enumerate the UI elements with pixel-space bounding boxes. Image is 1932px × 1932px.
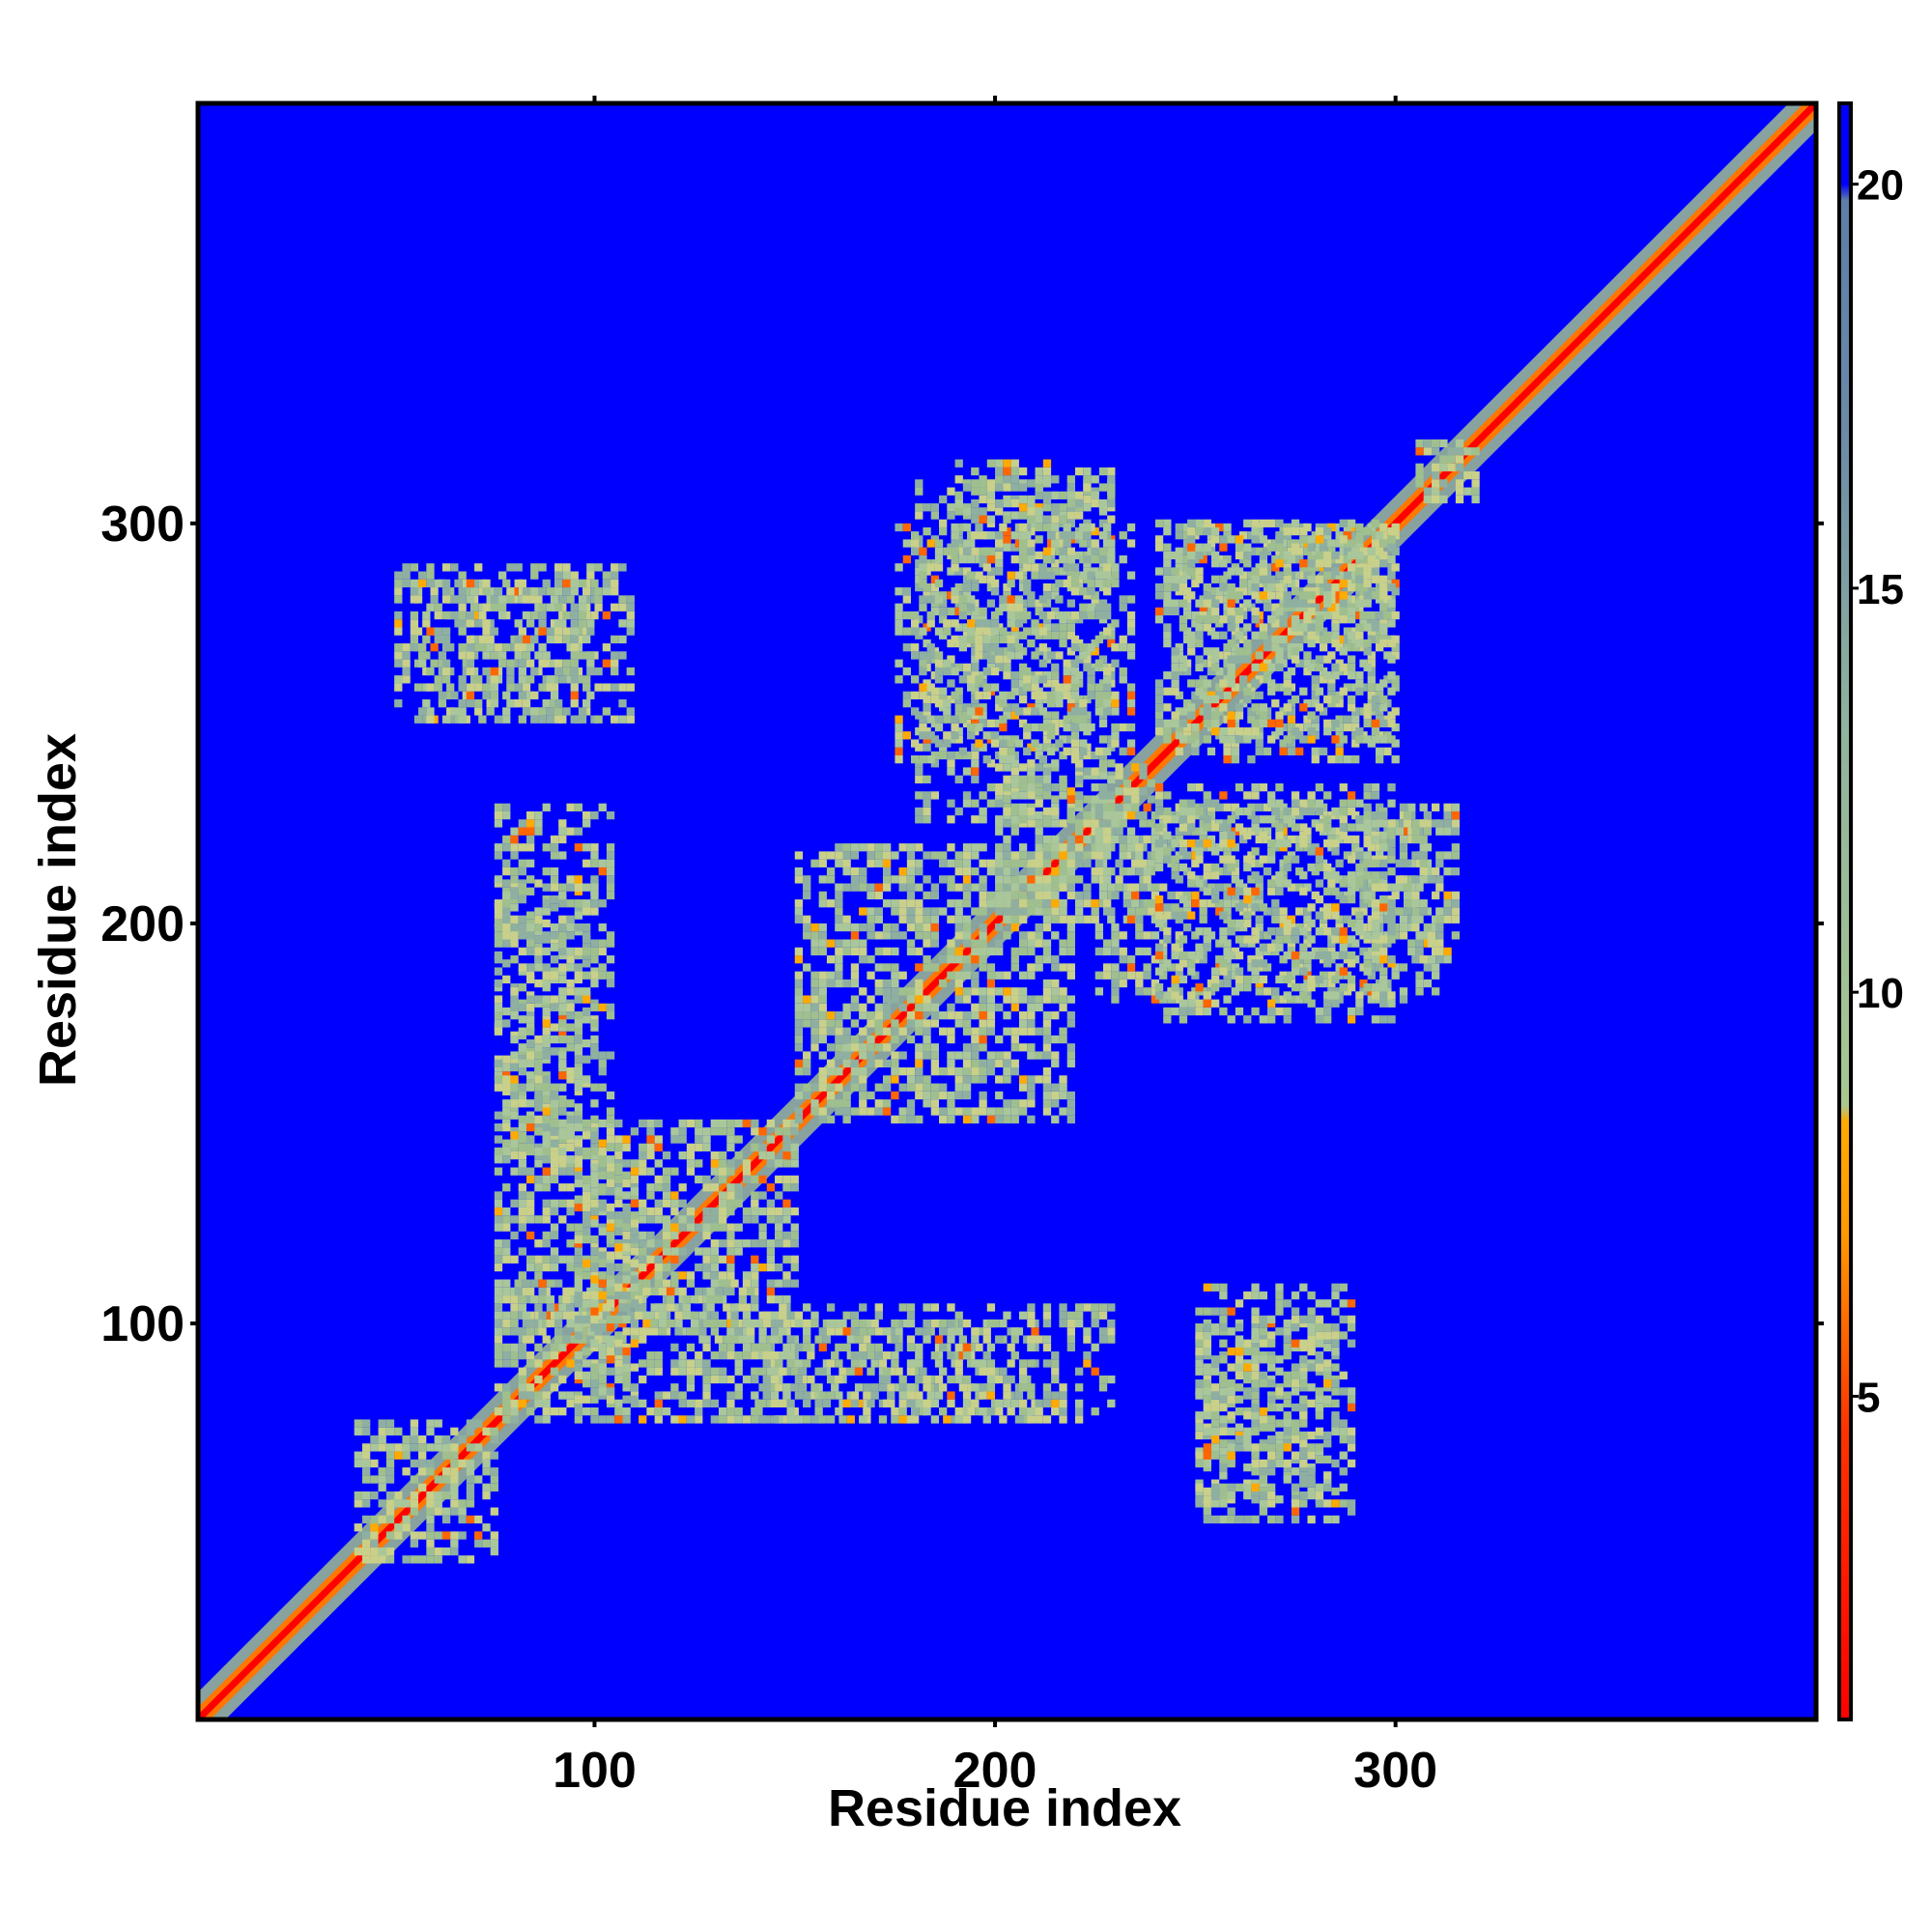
contact-region-15 [1154,519,1400,764]
contact-region-6 [1415,439,1480,504]
contact-region-1 [354,1419,498,1564]
colorbar-ticks: 5 10 15 20 [1851,162,1904,1421]
x-tick-label: 300 [1353,1743,1437,1799]
contact-map-cells [198,103,1816,1719]
y-axis-ticks: 100 200 300 [100,497,1824,1352]
colorbar [1837,101,1853,1721]
plot-frame [195,100,1819,1722]
y-tick-label: 200 [100,896,185,952]
colorbar-tick-label: 20 [1857,162,1904,210]
colorbar-tick-label: 10 [1857,970,1904,1017]
contact-region-7 [514,1163,755,1404]
y-axis-title: Residue index [29,733,87,1087]
colorbar-tick-label: 5 [1857,1374,1880,1421]
x-axis-ticks: 100 200 300 [553,96,1437,1799]
contact-region-3 [794,843,1075,1123]
x-axis-title: Residue index [828,1779,1181,1837]
contact-region-9 [494,803,1116,1424]
contact-region-11 [895,523,1396,1024]
contact-region-14 [394,563,1356,1524]
colorbar-tick-label: 15 [1857,566,1904,613]
x-tick-label: 100 [553,1743,637,1799]
y-tick-label: 300 [100,497,185,553]
x-tick-label: 200 [953,1743,1037,1799]
contact-region-12 [954,459,1461,964]
y-tick-label: 100 [100,1296,185,1352]
